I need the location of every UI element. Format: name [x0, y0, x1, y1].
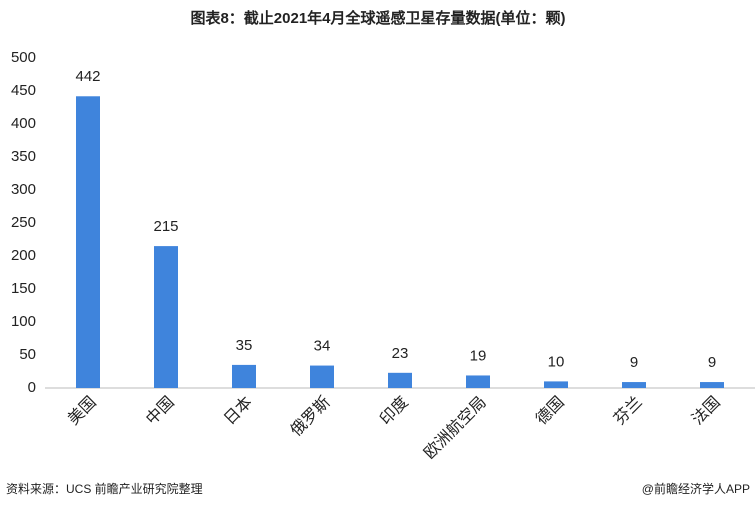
data-label: 442	[75, 68, 100, 85]
bar	[76, 96, 100, 388]
data-label: 34	[314, 338, 331, 355]
y-tick-label: 400	[11, 115, 36, 132]
credit: @前瞻经济学人APP	[642, 481, 750, 496]
y-tick-label: 100	[11, 313, 36, 330]
data-label: 19	[470, 347, 487, 364]
data-label: 23	[392, 345, 409, 362]
source-note: 资料来源：UCS 前瞻产业研究院整理	[6, 481, 203, 496]
y-tick-label: 50	[19, 346, 36, 363]
y-tick-label: 0	[28, 379, 36, 396]
bar	[232, 364, 256, 388]
y-tick-label: 300	[11, 181, 36, 198]
y-tick-label: 450	[11, 82, 36, 99]
bar	[310, 365, 334, 388]
x-tick-label: 德国	[532, 393, 567, 428]
data-label: 9	[708, 354, 716, 371]
x-tick-label: 日本	[220, 393, 255, 428]
y-tick-label: 200	[11, 247, 36, 264]
data-label: 9	[630, 354, 638, 371]
bar	[154, 246, 178, 388]
x-tick-label: 中国	[142, 393, 177, 428]
y-tick-label: 250	[11, 214, 36, 231]
x-tick-label: 芬兰	[610, 393, 645, 428]
x-tick-label: 欧洲航空局	[421, 393, 490, 462]
bar	[700, 382, 724, 388]
bar	[544, 381, 568, 388]
bar	[466, 375, 490, 388]
data-label: 215	[153, 218, 178, 235]
chart-title: 图表8：截止2021年4月全球遥感卫星存量数据(单位：颗)	[190, 9, 565, 27]
y-tick-label: 350	[11, 148, 36, 165]
x-tick-label: 美国	[64, 393, 99, 428]
bar	[388, 372, 412, 388]
x-tick-label: 法国	[688, 393, 723, 428]
x-tick-label: 俄罗斯	[287, 393, 334, 440]
y-tick-label: 150	[11, 280, 36, 297]
data-label: 35	[236, 337, 253, 354]
data-label: 10	[548, 353, 565, 370]
y-tick-label: 500	[11, 49, 36, 66]
x-tick-label: 印度	[376, 393, 411, 428]
bar	[622, 382, 646, 388]
